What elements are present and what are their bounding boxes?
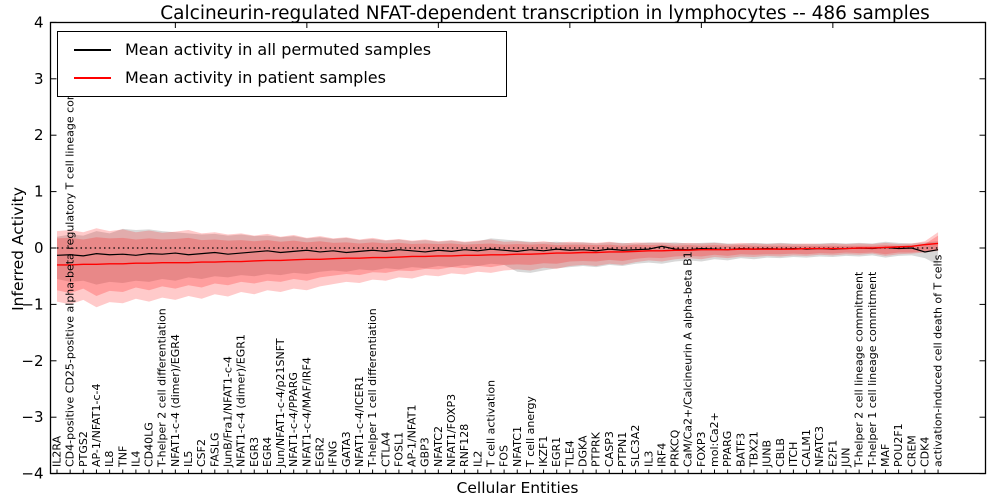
x-tick-label: CD40LG bbox=[143, 422, 156, 467]
legend-label: Mean activity in all permuted samples bbox=[125, 40, 432, 59]
legend-box: Mean activity in all permuted samples Me… bbox=[57, 31, 507, 97]
x-tick-label: TLE4 bbox=[563, 440, 576, 468]
line-patient bbox=[57, 242, 939, 266]
y-tick-label: −4 bbox=[21, 465, 43, 483]
x-tick-label: FOSL1 bbox=[392, 432, 405, 467]
x-tick-label: EGR4 bbox=[261, 437, 274, 467]
x-tick-label: E2F1 bbox=[826, 440, 839, 467]
y-tick-label: 3 bbox=[34, 70, 44, 88]
y-tick-label: −2 bbox=[21, 352, 43, 370]
x-tick-label: RNF128 bbox=[458, 424, 471, 467]
x-tick-label: FOXP3 bbox=[695, 432, 708, 467]
x-tick-label: NFATC3 bbox=[813, 426, 826, 467]
x-tick-label: IL2RA bbox=[51, 435, 64, 467]
x-tick-label: T-helper 1 cell differentiation bbox=[366, 308, 379, 468]
x-tick-label: NFAT1-c-4 (dimer)/EGR1 bbox=[235, 334, 248, 467]
x-tick-label: IL4 bbox=[129, 451, 142, 467]
x-tick-label: PTPRK bbox=[590, 431, 603, 467]
x-tick-label: JUNB bbox=[761, 440, 774, 468]
band-permuted-samples-range bbox=[57, 228, 939, 285]
x-tick-label: EGR3 bbox=[248, 437, 261, 467]
x-tick-label: T-helper 1 cell lineage commitment bbox=[866, 271, 879, 468]
x-tick-label: AP-1/NFAT1 bbox=[406, 404, 419, 467]
x-tick-label: PPARG bbox=[721, 431, 734, 467]
y-tick-label: 2 bbox=[34, 126, 44, 144]
x-tick-label: NFAT1-c-4 (dimer)/EGR4 bbox=[169, 334, 182, 467]
x-tick-label: CDK4 bbox=[918, 437, 931, 467]
x-tick-label: activation-induced cell death of T cells bbox=[932, 254, 945, 467]
legend-line-red bbox=[74, 77, 111, 79]
x-tick-label: CASP3 bbox=[603, 431, 616, 467]
band-patient-samples-range-inner bbox=[57, 235, 939, 296]
x-tick-label: FASLG bbox=[208, 433, 221, 467]
band-patient-samples-range-outer bbox=[57, 228, 939, 308]
x-tick-label: GATA3 bbox=[340, 431, 353, 467]
x-tick-label: AP-1/NFAT1-c-4 bbox=[90, 383, 103, 467]
x-tick-label: ITCH bbox=[787, 442, 800, 467]
x-tick-label: mol:Ca2+ bbox=[708, 412, 721, 467]
x-tick-label: NFAT1-c-4/ICER1 bbox=[353, 376, 366, 467]
x-tick-label: SLC3A2 bbox=[629, 425, 642, 467]
x-tick-label: BATF3 bbox=[734, 433, 747, 467]
x-tick-label: Jun/NFAT1-c-4/p21SNFT bbox=[274, 338, 287, 468]
legend-line-black bbox=[74, 49, 111, 51]
x-tick-label: T cell anergy bbox=[524, 396, 537, 468]
x-tick-label: CD4-positive CD25-positive alpha-beta re… bbox=[64, 42, 77, 467]
x-tick-label: CSF2 bbox=[195, 439, 208, 467]
x-tick-label: NFAT1-c-4/MAF/IRF4 bbox=[300, 357, 313, 467]
y-tick-label: −3 bbox=[21, 408, 43, 426]
y-axis-label: Inferred Activity bbox=[9, 187, 27, 311]
x-tick-label: NFAT1/FOXP3 bbox=[445, 394, 458, 467]
x-tick-label: T-helper 2 cell lineage commitment bbox=[853, 271, 866, 468]
x-tick-label: IL8 bbox=[103, 451, 116, 467]
chart-title: Calcineurin-regulated NFAT-dependent tra… bbox=[160, 3, 930, 24]
x-tick-label: CREM bbox=[905, 435, 918, 467]
x-tick-label: DGKA bbox=[577, 435, 590, 467]
x-tick-label: PTPN1 bbox=[616, 432, 629, 467]
x-tick-label: T cell activation bbox=[484, 380, 497, 468]
x-tick-label: PTGS2 bbox=[77, 431, 90, 467]
x-tick-label: CALM1 bbox=[800, 429, 813, 467]
x-tick-label: CaM/Ca2+/Calcineurin A alpha-beta B1 bbox=[682, 251, 695, 467]
x-tick-label: IRF4 bbox=[655, 443, 668, 467]
x-tick-label: T-helper 2 cell differentiation bbox=[156, 308, 169, 468]
x-tick-label: EGR2 bbox=[314, 437, 327, 467]
y-tick-label: 1 bbox=[34, 183, 44, 201]
x-tick-label: JUN bbox=[840, 447, 853, 468]
x-tick-label: FOS bbox=[498, 445, 511, 467]
x-tick-label: GBP3 bbox=[419, 437, 432, 467]
y-tick-label: −1 bbox=[21, 295, 43, 313]
x-tick-label: JunB/Fra1/NFAT1-c-4 bbox=[221, 356, 234, 468]
legend-entry-patient: Mean activity in patient samples bbox=[74, 70, 506, 86]
x-tick-label: NFAT1-c-4/PPARG bbox=[287, 372, 300, 467]
x-tick-label: IL2 bbox=[471, 451, 484, 467]
x-tick-label: EGR1 bbox=[550, 437, 563, 467]
x-tick-label: MAF bbox=[879, 444, 892, 467]
x-tick-label: PRKCQ bbox=[669, 429, 682, 467]
x-tick-label: IFNG bbox=[327, 441, 340, 467]
x-tick-label: NFATC1 bbox=[511, 426, 524, 467]
y-tick-label: 4 bbox=[34, 13, 44, 31]
x-tick-label: POU2F1 bbox=[892, 423, 905, 467]
x-tick-label: CBLB bbox=[774, 438, 787, 467]
x-axis-label: Cellular Entities bbox=[456, 479, 579, 497]
x-tick-label: TNF bbox=[116, 446, 129, 468]
legend-label: Mean activity in patient samples bbox=[125, 68, 386, 87]
x-tick-label: IL3 bbox=[642, 451, 655, 467]
x-tick-label: IKZF1 bbox=[537, 436, 550, 467]
x-tick-label: NFATC2 bbox=[432, 426, 445, 467]
x-tick-label: CTLA4 bbox=[379, 432, 392, 467]
x-tick-label: IL5 bbox=[182, 451, 195, 467]
x-tick-label: TBX21 bbox=[747, 431, 760, 468]
y-tick-label: 0 bbox=[34, 239, 44, 257]
legend-entry-permuted: Mean activity in all permuted samples bbox=[74, 42, 506, 58]
